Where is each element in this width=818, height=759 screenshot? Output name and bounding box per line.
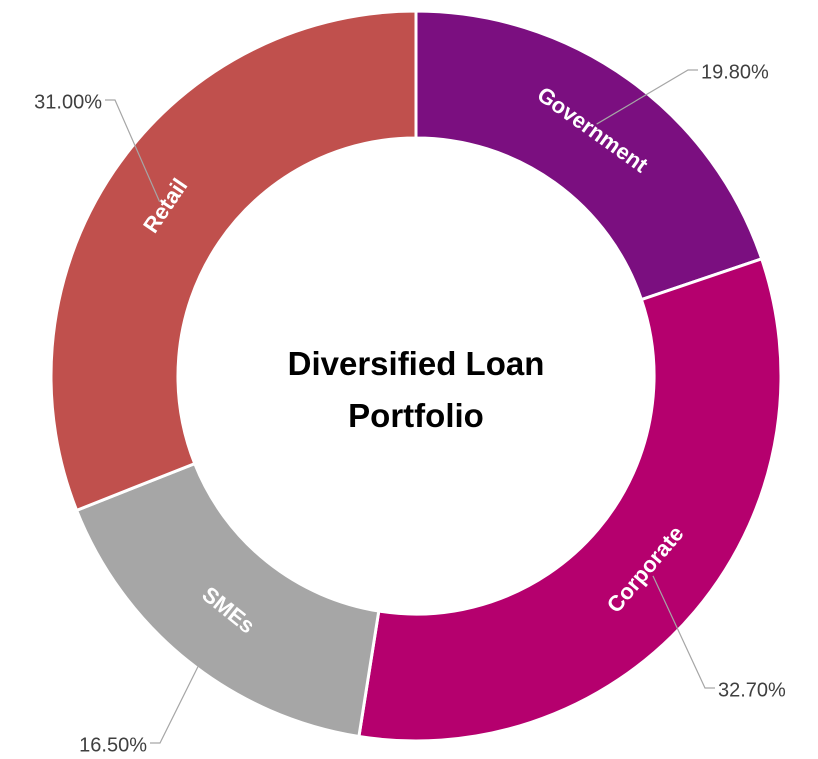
donut-slice bbox=[414, 9, 764, 302]
chart-title: Diversified Loan Portfolio bbox=[287, 345, 545, 434]
leader-line bbox=[596, 69, 698, 125]
donut-slice bbox=[49, 9, 418, 513]
leader-line bbox=[652, 575, 715, 689]
value-label: 31.00% bbox=[34, 91, 102, 113]
value-label: 19.80% bbox=[701, 61, 769, 83]
value-label: 32.70% bbox=[718, 679, 786, 701]
leader-line bbox=[105, 99, 161, 202]
donut-slice bbox=[357, 256, 783, 743]
value-label: 16.50% bbox=[79, 734, 147, 756]
leader-line bbox=[150, 617, 223, 744]
